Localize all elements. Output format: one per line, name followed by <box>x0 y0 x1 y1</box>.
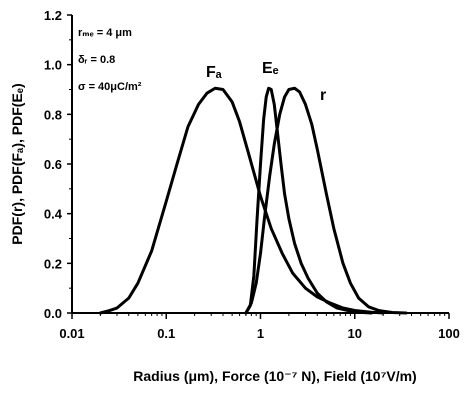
series-label-fa: Fₐ <box>206 64 222 81</box>
series-line-fa <box>98 86 385 315</box>
y-tick-label: 1.2 <box>44 8 62 23</box>
series-line-ed <box>244 86 373 315</box>
y-tick-label: 0.2 <box>44 256 62 271</box>
x-tick-label: 100 <box>438 326 460 341</box>
x-tick-label: 0.1 <box>157 326 175 341</box>
x-tick-label: 0.01 <box>59 326 84 341</box>
y-tick-label: 0.4 <box>44 207 63 222</box>
annotation-delta: δᵣ = 0.8 <box>78 54 115 66</box>
y-tick-label: 0.0 <box>44 306 62 321</box>
series-label-ed: Eₑ <box>262 60 279 77</box>
y-tick-label: 0.8 <box>44 107 62 122</box>
y-axis-label: PDF(r), PDF(Fₐ), PDF(Eₑ) <box>9 83 25 244</box>
series-lines <box>98 86 408 315</box>
x-axis-label: Radius (μm), Force (10⁻⁷ N), Field (10⁷V… <box>133 368 416 384</box>
series-line-r <box>244 86 408 315</box>
y-tick-label: 0.6 <box>44 157 62 172</box>
x-ticks: 0.01 0.1 1 10 100 <box>59 313 460 341</box>
annotation-sigma: σ = 40μC/m² <box>78 81 142 93</box>
y-ticks: 0.0 0.2 0.4 0.6 0.8 1.0 1.2 <box>44 8 72 321</box>
parameter-annotations: rₘₑ = 4 μm δᵣ = 0.8 σ = 40μC/m² <box>78 27 142 93</box>
y-tick-label: 1.0 <box>44 58 62 73</box>
annotation-rmd: rₘₑ = 4 μm <box>78 27 132 39</box>
x-tick-label: 10 <box>348 326 362 341</box>
x-tick-label: 1 <box>257 326 264 341</box>
series-label-r: r <box>320 87 326 104</box>
